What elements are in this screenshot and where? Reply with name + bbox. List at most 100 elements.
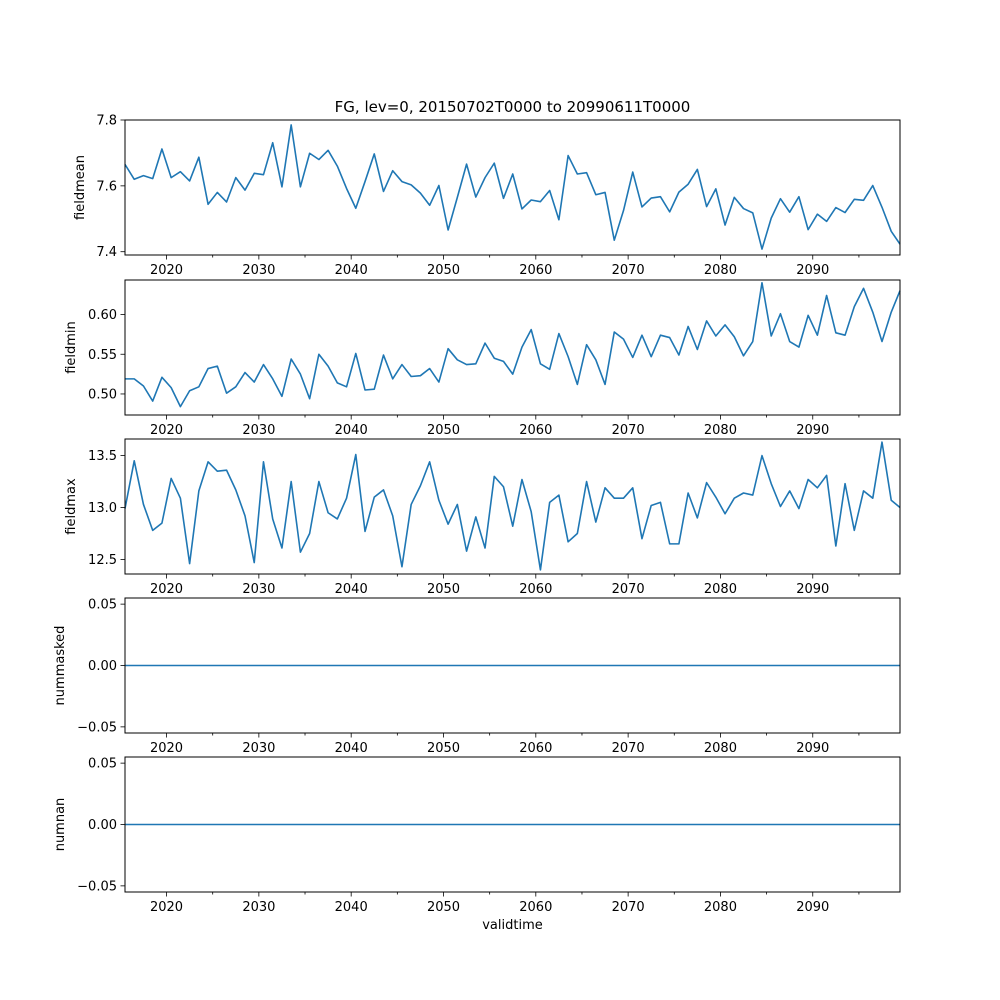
- fieldmin-point: [447, 348, 449, 350]
- fieldmin-point: [170, 387, 172, 389]
- fieldmax-point: [540, 569, 542, 571]
- numnan-x-tick-label: 2080: [704, 900, 737, 915]
- fieldmin-point: [346, 386, 348, 388]
- fieldmin-point: [429, 368, 431, 370]
- fieldmean-point: [743, 208, 745, 210]
- fieldmin-point: [493, 357, 495, 359]
- fieldmax-point: [724, 513, 726, 515]
- fieldmax-point: [392, 515, 394, 517]
- fieldmax-point: [327, 512, 329, 514]
- fieldmax-point: [429, 461, 431, 463]
- fieldmax-point: [890, 499, 892, 501]
- fieldmean-point: [383, 191, 385, 193]
- fieldmin-point: [401, 364, 403, 366]
- nummasked-y-axis-label: nummasked: [53, 626, 68, 706]
- fieldmean-point: [650, 197, 652, 199]
- nummasked-y-tick-label: 0.00: [88, 659, 117, 674]
- fieldmean-point: [226, 201, 228, 203]
- fieldmean-point: [429, 204, 431, 206]
- fieldmean-point: [281, 186, 283, 188]
- fieldmax-point: [558, 494, 560, 496]
- fieldmax-point: [364, 531, 366, 533]
- fieldmean-point: [623, 210, 625, 212]
- numnan-x-tick-label: 2050: [427, 900, 460, 915]
- fieldmean-point: [503, 197, 505, 199]
- fieldmean-point: [456, 196, 458, 198]
- fieldmean-point: [770, 217, 772, 219]
- fieldmax-point: [290, 481, 292, 483]
- fieldmin-point: [253, 381, 255, 383]
- fieldmax-point: [780, 506, 782, 508]
- fieldmax-point: [336, 518, 338, 520]
- fieldmax-y-tick-label: 13.0: [88, 501, 117, 516]
- fieldmax-x-tick-label: 2090: [796, 582, 829, 597]
- fieldmin-y-tick-label: 0.55: [88, 348, 117, 363]
- fieldmin-point: [272, 378, 274, 380]
- fieldmax-point: [207, 461, 209, 463]
- fieldmin-point: [235, 386, 237, 388]
- fieldmean-point: [641, 206, 643, 208]
- fieldmin-point: [586, 344, 588, 346]
- fieldmin-point: [650, 356, 652, 358]
- fieldmax-point: [263, 461, 265, 463]
- fieldmin-x-tick-label: 2080: [704, 423, 737, 438]
- fieldmin-point: [318, 353, 320, 355]
- nummasked-x-tick-label: 2020: [150, 741, 183, 756]
- fieldmax-point: [761, 455, 763, 457]
- fieldmax-x-tick-label: 2050: [427, 582, 460, 597]
- fieldmean-point: [475, 196, 477, 198]
- fieldmean-point: [512, 173, 514, 175]
- fieldmean-point: [420, 192, 422, 194]
- fieldmin-point: [456, 359, 458, 361]
- fieldmin-point: [844, 334, 846, 336]
- fieldmean-point: [300, 186, 302, 188]
- fieldmin-point: [179, 406, 181, 408]
- fieldmax-point: [281, 547, 283, 549]
- numnan-y-tick-label: 0.05: [88, 757, 117, 772]
- nummasked-x-tick-label: 2050: [427, 741, 460, 756]
- fieldmin-point: [881, 341, 883, 343]
- fieldmax-point: [669, 543, 671, 545]
- fieldmax-y-axis-label: fieldmax: [64, 478, 79, 535]
- fieldmin-point: [780, 313, 782, 315]
- fieldmax-point: [143, 504, 145, 506]
- fieldmax-point: [853, 529, 855, 531]
- fieldmin-point: [761, 282, 763, 284]
- fieldmean-x-tick-label: 2060: [519, 263, 552, 278]
- fieldmax-point: [632, 487, 634, 489]
- fieldmax-x-tick-label: 2060: [519, 582, 552, 597]
- fieldmin-point: [770, 335, 772, 337]
- fieldmax-point: [189, 563, 191, 565]
- fieldmean-point: [540, 201, 542, 203]
- fieldmean-point: [152, 178, 154, 180]
- fieldmean-point: [170, 177, 172, 179]
- fieldmean-x-tick-label: 2040: [335, 263, 368, 278]
- fieldmax-point: [863, 490, 865, 492]
- fieldmean-point: [872, 185, 874, 187]
- fieldmean-point: [364, 181, 366, 183]
- fieldmean-point: [438, 185, 440, 187]
- fieldmin-point: [373, 388, 375, 390]
- fieldmax-point: [198, 490, 200, 492]
- fieldmin-point: [696, 349, 698, 351]
- fieldmean-point: [392, 170, 394, 172]
- fieldmax-point: [346, 497, 348, 499]
- fieldmean-y-tick-label: 7.4: [96, 245, 117, 260]
- fieldmin-point: [198, 386, 200, 388]
- fieldmax-point: [456, 504, 458, 506]
- fieldmax-point: [881, 441, 883, 443]
- fieldmin-point: [807, 314, 809, 316]
- fieldmax-point: [503, 486, 505, 488]
- fieldmean-point: [355, 207, 357, 209]
- fieldmean-point: [678, 191, 680, 193]
- fieldmean-point: [318, 159, 320, 161]
- fieldmean-point: [521, 208, 523, 210]
- fieldmax-point: [521, 479, 523, 481]
- fieldmin-point: [595, 359, 597, 361]
- fieldmin-point: [392, 378, 394, 380]
- fieldmean-point: [798, 196, 800, 198]
- fieldmin-x-tick-label: 2020: [150, 423, 183, 438]
- fieldmax-point: [383, 489, 385, 491]
- fieldmean-point: [567, 155, 569, 157]
- fieldmean-point: [530, 199, 532, 201]
